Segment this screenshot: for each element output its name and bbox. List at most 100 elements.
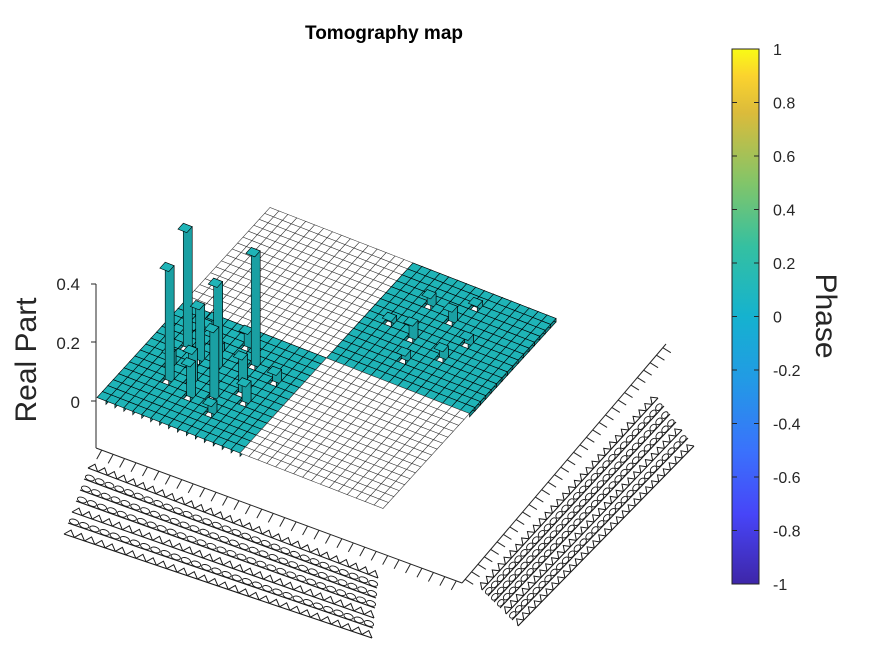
- x-axis-tick-labels: [63, 463, 379, 639]
- y-tick-label-row: [497, 419, 677, 609]
- colorbar-tick-label: 0: [773, 310, 782, 327]
- x-tick-mark: [187, 483, 194, 494]
- colorbar-tick-label: -1: [773, 577, 787, 594]
- colorbar-tick-label: 0.8: [773, 96, 795, 113]
- y-tick-mark: [515, 519, 525, 525]
- y-axis-line: [461, 343, 667, 584]
- bar-cell: [245, 247, 261, 375]
- y-tick-mark: [579, 444, 589, 451]
- x-tick-mark: [107, 454, 114, 464]
- x-tick-mark: [382, 555, 389, 565]
- y-tick-mark: [528, 504, 538, 511]
- x-tick-label-row: [63, 529, 373, 639]
- y-tick-mark: [643, 369, 652, 376]
- y-tick-mark: [662, 347, 672, 354]
- x-tick-mark: [347, 542, 354, 553]
- y-tick-mark: [541, 489, 550, 496]
- x-tick-mark: [222, 496, 228, 506]
- y-tick-label-row: [516, 444, 695, 627]
- colorbar-tick-label: 0.4: [773, 203, 795, 220]
- y-tick-mark: [566, 459, 576, 466]
- y-tick-label-row: [485, 403, 665, 597]
- x-tick-mark: [199, 487, 206, 498]
- y-tick-mark: [484, 556, 493, 563]
- x-axis-ticks: [96, 449, 457, 591]
- x-tick-mark: [427, 572, 434, 582]
- y-tick-mark: [477, 563, 487, 570]
- x-tick-mark: [393, 559, 400, 570]
- y-tick-mark: [535, 496, 544, 503]
- x-tick-mark: [279, 517, 286, 527]
- x-tick-label-row: [83, 474, 379, 589]
- x-tick-mark: [325, 534, 331, 544]
- x-tick-mark: [244, 504, 251, 515]
- y-tick-label-row: [479, 396, 659, 591]
- y-tick-label-row: [491, 411, 671, 603]
- y-tick-mark: [630, 384, 640, 391]
- y-tick-mark: [509, 526, 519, 533]
- x-tick-label-row: [87, 463, 379, 579]
- bar-cell: [180, 357, 197, 406]
- bar-plot: [96, 207, 557, 509]
- x-tick-label-row: [75, 496, 377, 609]
- bar-cell: [159, 261, 175, 390]
- colorbar-tick-label: -0.4: [773, 417, 801, 434]
- x-tick-mark: [267, 513, 274, 523]
- y-tick-mark: [522, 511, 531, 518]
- x-tick-mark: [176, 479, 183, 489]
- x-tick-label-row: [71, 507, 375, 619]
- x-tick-mark: [130, 462, 137, 473]
- x-axis-line: [95, 447, 463, 584]
- y-tick-label-row: [509, 435, 689, 621]
- bar-cell: [442, 302, 458, 331]
- colorbar-tick-label: -0.2: [773, 363, 801, 380]
- x-tick-mark: [164, 475, 171, 485]
- x-tick-mark: [119, 458, 126, 468]
- x-tick-mark: [302, 525, 309, 536]
- y-tick-mark: [554, 474, 563, 481]
- y-axis-tick-labels: [479, 396, 695, 627]
- y-tick-mark: [496, 541, 506, 548]
- bar-cell: [189, 300, 206, 370]
- x-tick-mark: [405, 563, 411, 574]
- x-tick-mark: [233, 500, 240, 510]
- x-tick-mark: [142, 466, 148, 477]
- y-tick-mark: [605, 414, 614, 421]
- bar-cell: [203, 323, 220, 407]
- y-tick-mark: [503, 534, 512, 540]
- nan-cell: [373, 498, 389, 509]
- y-tick-mark: [560, 466, 570, 473]
- z-tick-label: 0: [71, 393, 80, 412]
- y-tick-mark: [649, 362, 659, 369]
- colorbar-label: Phase: [809, 273, 842, 358]
- bar-cell: [114, 398, 130, 413]
- colorbar-tick-label: 0.2: [773, 256, 795, 273]
- colorbar: 1 0.8 0.6 0.4 0.2 0 -0.2 -0.4 -0.6 -0.8 -1 Phase: [731, 42, 842, 594]
- z-tick-label: 0.4: [56, 275, 80, 294]
- x-tick-mark: [416, 567, 423, 578]
- floor-axes: [95, 343, 667, 584]
- y-tick-mark: [547, 481, 557, 488]
- y-tick-mark: [611, 407, 621, 413]
- x-tick-label-row: [67, 518, 374, 629]
- x-tick-mark: [210, 492, 217, 502]
- y-tick-mark: [624, 392, 633, 398]
- colorbar-tick-label: 1: [773, 42, 782, 59]
- x-tick-mark: [96, 449, 103, 460]
- x-tick-mark: [256, 508, 263, 519]
- y-tick-mark: [573, 451, 582, 458]
- bar-cell: [458, 330, 474, 353]
- y-tick-mark: [586, 436, 595, 443]
- y-tick-mark: [471, 571, 480, 578]
- y-tick-label-row: [503, 428, 683, 615]
- chart-title: Tomography map: [305, 23, 463, 44]
- bar-cell: [266, 365, 283, 391]
- z-tick-label: 0.2: [56, 334, 80, 353]
- y-tick-mark: [592, 429, 601, 436]
- x-tick-mark: [450, 580, 457, 591]
- colorbar-tick-label: -0.8: [773, 524, 801, 541]
- x-tick-mark: [153, 470, 160, 481]
- y-tick-mark: [637, 377, 646, 384]
- x-tick-mark: [290, 521, 297, 532]
